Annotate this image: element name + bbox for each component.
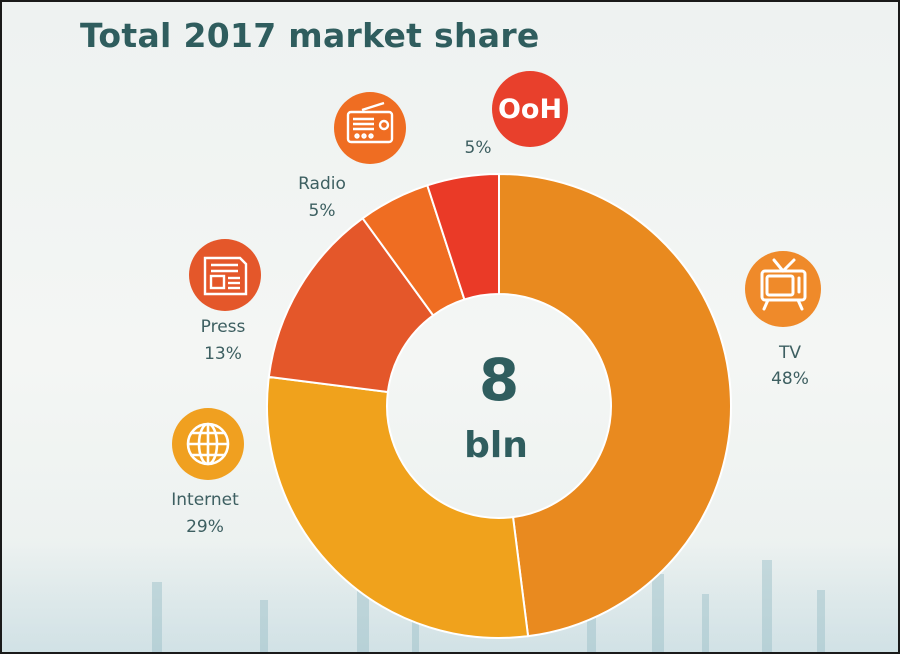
press-legend: Press 13%	[189, 239, 261, 364]
segment-tv	[498, 172, 732, 638]
segment-internet	[266, 375, 530, 639]
tv-legend: TV 48%	[745, 251, 821, 389]
center-unit: bln	[464, 425, 528, 466]
radio-value-label: 5%	[309, 201, 336, 221]
radio-label: Radio	[298, 174, 346, 194]
newspaper-icon-glyph	[203, 256, 248, 296]
center-value: 8	[479, 346, 519, 414]
tv-value-label: 48%	[771, 369, 809, 389]
ooh-value-label: 5%	[465, 138, 492, 158]
tv-icon-glyph	[760, 258, 807, 311]
tv-label: TV	[778, 343, 801, 363]
radio-icon-glyph	[346, 101, 394, 144]
press-label: Press	[201, 317, 246, 337]
segment-ooh	[426, 172, 500, 301]
chart-title: Total 2017 market share	[80, 16, 540, 55]
ooh-icon	[492, 71, 568, 147]
ooh-icon-text: OoH	[498, 94, 562, 125]
internet-label: Internet	[171, 490, 239, 510]
internet-value-label: 29%	[186, 517, 224, 537]
radio-legend: Radio 5%	[298, 92, 406, 221]
globe-icon-glyph	[186, 422, 230, 466]
internet-legend: Internet 29%	[171, 408, 244, 537]
ooh-legend: OoH 5%	[465, 71, 568, 158]
donut-segments	[266, 172, 732, 639]
tv-icon	[745, 251, 821, 327]
press-value-label: 13%	[204, 344, 242, 364]
